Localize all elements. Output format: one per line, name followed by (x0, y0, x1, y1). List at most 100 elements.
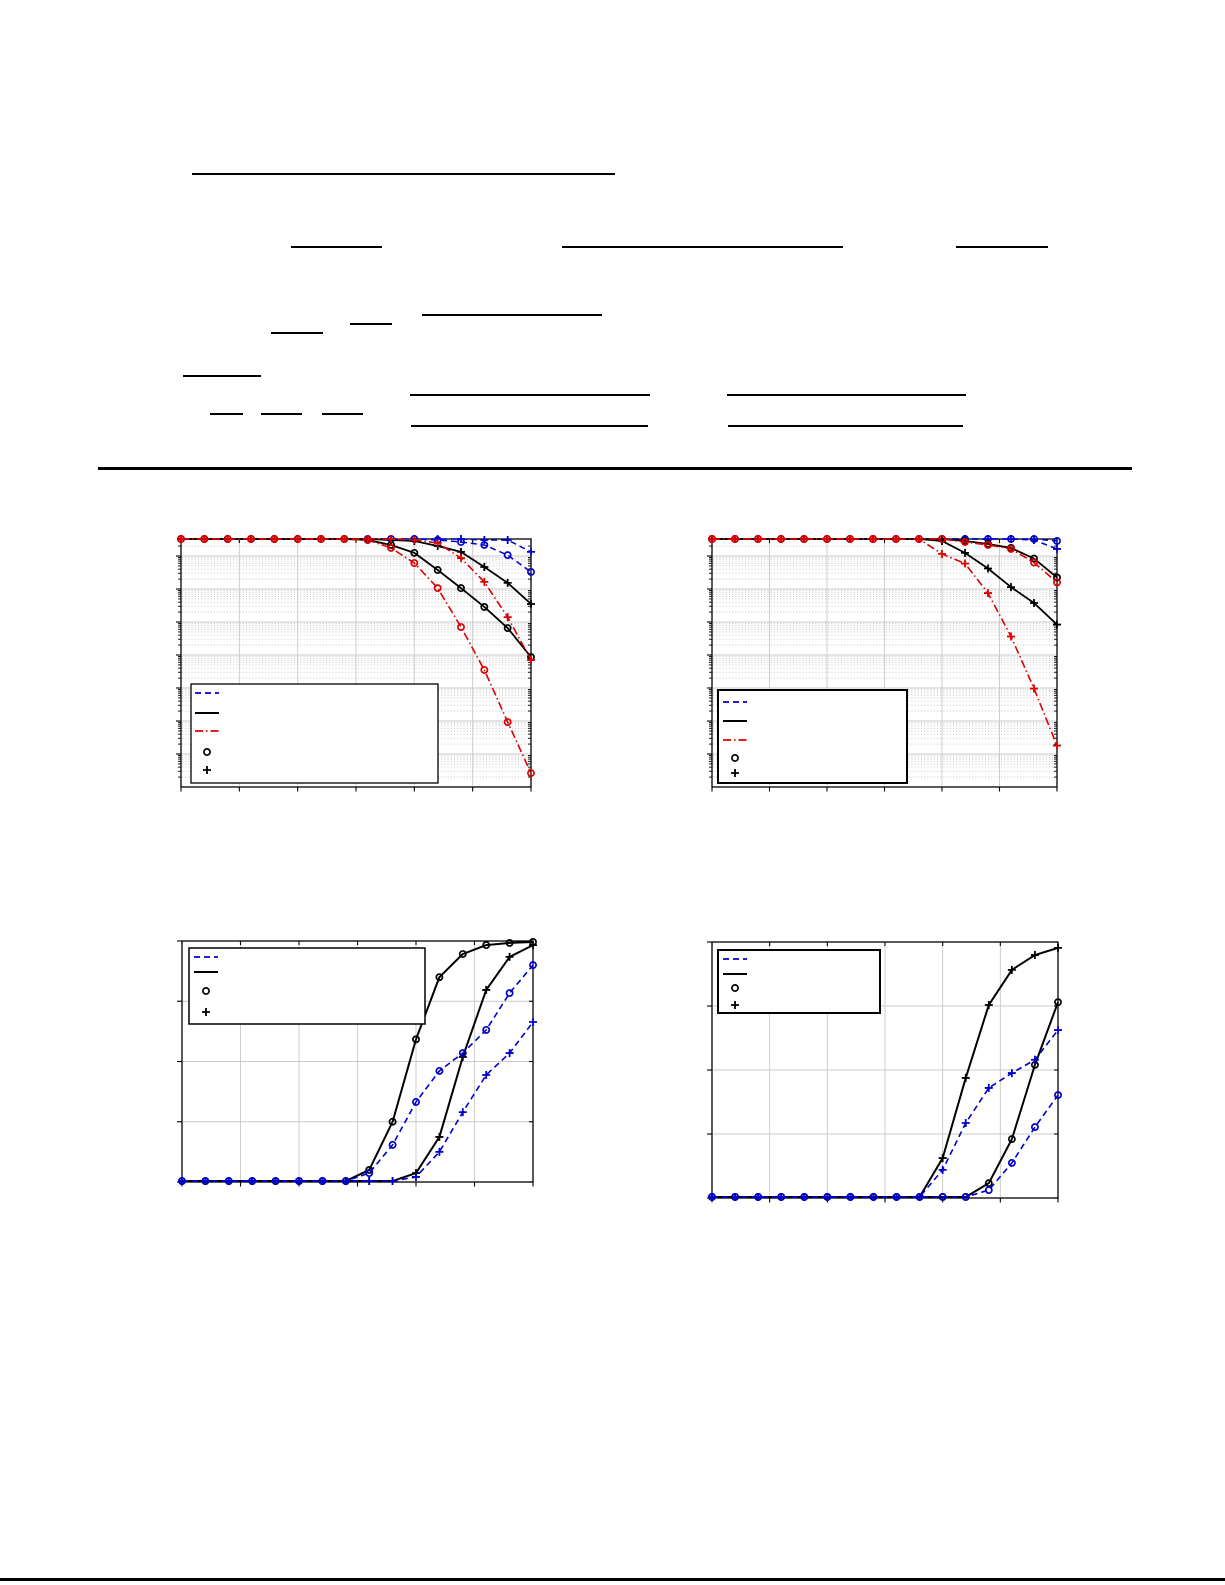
equation-rule (210, 413, 243, 415)
equation-rule (727, 394, 966, 396)
legend-box (717, 949, 881, 1014)
plus-marker (777, 1192, 786, 1201)
plus-marker (527, 599, 535, 608)
plus-marker (295, 1177, 303, 1186)
circle-marker (457, 584, 465, 593)
plus-marker (938, 1165, 947, 1174)
circle-marker (480, 603, 489, 611)
equation-rule (192, 173, 615, 175)
equation-rule (411, 425, 648, 427)
plus-marker (410, 535, 419, 544)
plus-marker (223, 535, 232, 543)
legend-plus-marker (731, 1001, 739, 1009)
plus-marker (961, 548, 969, 557)
plus-marker (458, 1108, 467, 1117)
circle-marker (480, 665, 489, 674)
legend-circle-marker (203, 748, 211, 756)
circle-marker (458, 950, 467, 958)
equation-rule (728, 425, 963, 427)
plus-marker (800, 1192, 809, 1201)
figure-plot-top-right (696, 529, 1071, 805)
plus-marker (754, 1192, 763, 1201)
legend-plus-marker (731, 769, 739, 777)
plus-marker (527, 656, 535, 665)
circle-marker (412, 1098, 420, 1106)
legend-plus-marker (203, 766, 211, 774)
plus-marker (457, 554, 465, 563)
plus-marker (961, 1073, 970, 1082)
plus-marker (731, 535, 739, 543)
plus-marker (505, 1049, 514, 1058)
plus-marker (178, 1177, 186, 1186)
plus-marker (503, 535, 512, 544)
legend-box (717, 689, 908, 784)
plus-marker (529, 941, 537, 950)
equation-rule (271, 332, 323, 334)
equation-rule (562, 246, 843, 248)
plus-marker (177, 535, 185, 543)
plus-marker (201, 1177, 210, 1186)
plus-marker (503, 578, 512, 587)
top-right-series-red-dashdot-plus (712, 538, 1058, 746)
plus-marker (388, 1177, 397, 1186)
circle-marker (529, 961, 537, 970)
circle-marker (503, 551, 512, 560)
top-right-plot-svg (707, 535, 1061, 792)
circle-marker (388, 1140, 397, 1149)
plus-marker (869, 1192, 878, 1201)
figure-plot-top-left (165, 529, 545, 805)
plus-marker (1030, 598, 1038, 607)
equation-rule (291, 246, 382, 248)
circle-marker (984, 1186, 993, 1195)
equation-rule (422, 314, 602, 316)
plus-marker (1053, 544, 1061, 553)
legend-circle-marker (731, 984, 739, 992)
circle-marker (527, 769, 535, 778)
legend-plus-marker (202, 1008, 210, 1016)
page-bottom-rule (0, 1578, 1225, 1581)
plus-marker (1007, 583, 1015, 592)
plus-marker (248, 1177, 257, 1186)
circle-marker (433, 566, 442, 574)
circle-marker (410, 548, 419, 557)
circle-marker (387, 543, 395, 552)
plus-marker (505, 952, 514, 961)
bottom-left-series-blue-dashed-plus (182, 1021, 534, 1182)
circle-marker (1053, 537, 1061, 545)
plus-marker (317, 535, 325, 543)
plus-marker (435, 1147, 444, 1156)
plus-marker (529, 1017, 537, 1026)
equation-rule (350, 323, 392, 325)
plus-marker (433, 538, 442, 547)
circle-marker (527, 568, 535, 576)
circle-marker (435, 1066, 444, 1075)
plus-marker (270, 535, 279, 543)
circle-marker (961, 1193, 970, 1201)
plus-marker (224, 1177, 233, 1186)
circle-marker (1053, 573, 1061, 582)
circle-marker (1030, 558, 1038, 567)
legend-circle-marker (731, 754, 739, 762)
plus-marker (869, 535, 877, 543)
plus-marker (365, 1177, 374, 1186)
plus-marker (1054, 1026, 1062, 1035)
plus-marker (457, 535, 465, 543)
circle-marker (1007, 544, 1015, 553)
plus-marker (984, 564, 992, 573)
section-divider-rule (98, 467, 1132, 470)
plus-marker (480, 535, 489, 544)
plus-marker (1030, 535, 1038, 544)
plus-marker (1030, 684, 1038, 693)
plus-marker (708, 1192, 716, 1201)
plus-marker (1007, 632, 1015, 641)
plus-marker (731, 1192, 740, 1201)
equation-rule (322, 413, 363, 415)
plus-marker (412, 1172, 420, 1181)
plus-marker (938, 1154, 947, 1163)
plus-marker (800, 535, 808, 543)
circle-marker (1007, 1158, 1016, 1167)
plus-marker (480, 563, 489, 572)
equation-rule (261, 413, 302, 415)
equation-rule (956, 246, 1048, 248)
equation-rule (183, 375, 261, 377)
